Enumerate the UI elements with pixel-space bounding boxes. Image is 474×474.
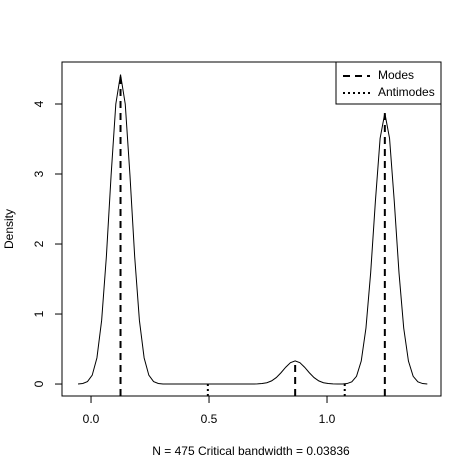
x-axis-label: N = 475 Critical bandwidth = 0.03836 (152, 444, 350, 458)
legend-box (335, 61, 442, 105)
plot-frame (61, 61, 442, 397)
x-tick-label: 1.0 (319, 412, 336, 426)
legend-label: Modes (378, 68, 414, 82)
x-tick-label: 0.5 (201, 412, 218, 426)
y-tick-label: 0 (32, 380, 46, 387)
density-curve (77, 74, 428, 385)
y-tick-label: 4 (32, 100, 46, 107)
legend-label: Antimodes (378, 85, 435, 99)
y-tick-label: 1 (32, 310, 46, 317)
y-tick-label: 2 (32, 240, 46, 247)
y-tick-label: 3 (32, 170, 46, 177)
y-axis-label: Density (2, 209, 16, 249)
x-tick-label: 0.0 (83, 412, 100, 426)
